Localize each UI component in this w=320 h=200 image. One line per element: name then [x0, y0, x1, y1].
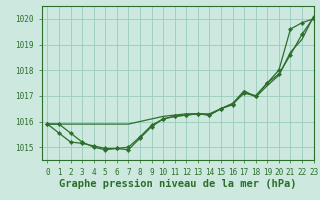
X-axis label: Graphe pression niveau de la mer (hPa): Graphe pression niveau de la mer (hPa): [59, 179, 296, 189]
